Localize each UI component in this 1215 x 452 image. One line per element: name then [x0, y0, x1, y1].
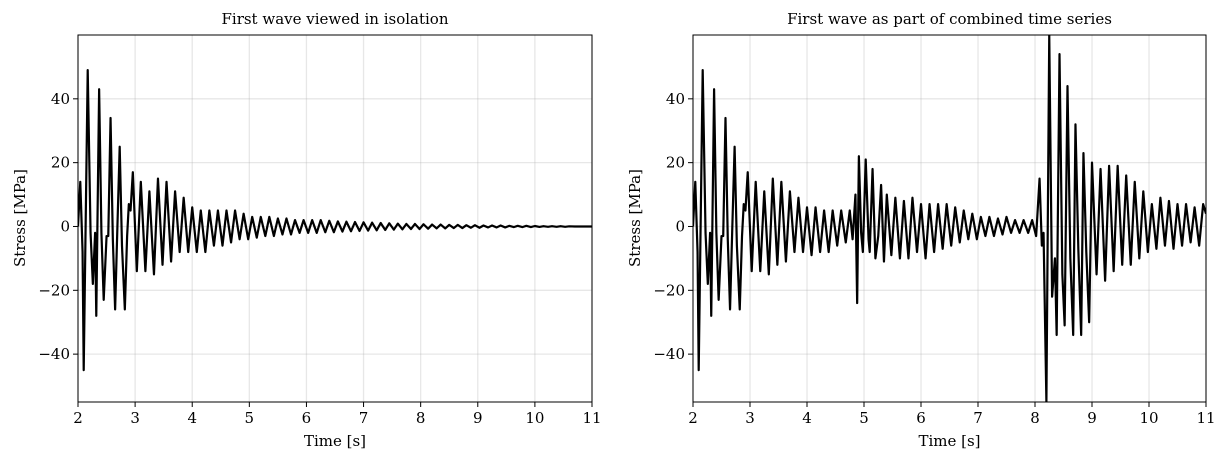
- y-axis-label: Stress [MPa]: [11, 169, 29, 267]
- x-tick-label: 2: [73, 409, 83, 427]
- y-tick-label: −40: [653, 345, 685, 363]
- y-tick-label: 0: [675, 217, 685, 235]
- x-axis-label: Time [s]: [918, 432, 980, 450]
- x-tick-label: 11: [1196, 409, 1215, 427]
- y-tick-label: 20: [51, 154, 70, 172]
- x-tick-label: 6: [916, 409, 926, 427]
- x-tick-label: 9: [1087, 409, 1097, 427]
- y-tick-label: −20: [653, 281, 685, 299]
- x-tick-label: 8: [416, 409, 426, 427]
- x-tick-label: 6: [302, 409, 312, 427]
- x-tick-label: 4: [187, 409, 197, 427]
- chart-panel-combined: First wave as part of combined time seri…: [626, 10, 1215, 450]
- y-tick-label: 40: [51, 90, 70, 108]
- x-axis-label: Time [s]: [304, 432, 366, 450]
- x-tick-label: 7: [973, 409, 983, 427]
- x-tick-label: 7: [359, 409, 369, 427]
- y-tick-label: 20: [666, 154, 685, 172]
- x-tick-label: 11: [582, 409, 601, 427]
- x-tick-label: 9: [473, 409, 483, 427]
- stress-series-line: [693, 35, 1206, 402]
- plot-frame: [77, 34, 593, 403]
- stress-series-line: [78, 69, 592, 372]
- grid: [77, 35, 593, 402]
- y-tick-label: −40: [38, 345, 70, 363]
- chart-title: First wave as part of combined time seri…: [787, 10, 1112, 28]
- x-tick-label: 10: [1139, 409, 1158, 427]
- x-tick-label: 10: [525, 409, 544, 427]
- x-tick-label: 3: [130, 409, 140, 427]
- plot-frame: [692, 34, 1207, 403]
- chart-title: First wave viewed in isolation: [221, 10, 448, 28]
- y-tick-label: 40: [666, 90, 685, 108]
- x-tick-label: 4: [802, 409, 812, 427]
- x-tick-label: 3: [745, 409, 755, 427]
- y-tick-label: −20: [38, 281, 70, 299]
- x-tick-label: 8: [1030, 409, 1040, 427]
- x-tick-label: 5: [859, 409, 869, 427]
- y-tick-label: 0: [60, 217, 70, 235]
- x-tick-label: 2: [688, 409, 698, 427]
- y-axis-label: Stress [MPa]: [626, 169, 644, 267]
- x-tick-label: 5: [245, 409, 255, 427]
- chart-panel-isolation: First wave viewed in isolation Time [s] …: [11, 10, 602, 450]
